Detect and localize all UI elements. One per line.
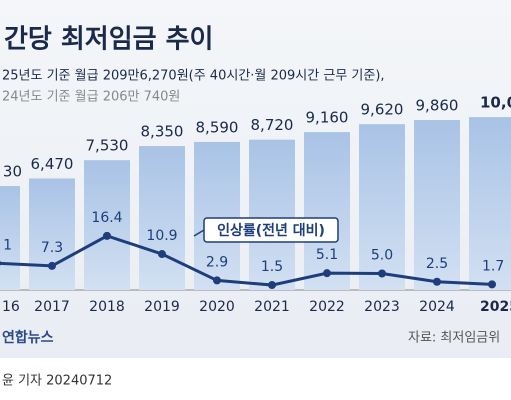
x-tick-label: 2023	[364, 299, 400, 315]
rate-label: 2.9	[206, 254, 228, 270]
rate-label: 5.0	[371, 248, 393, 264]
legend-label: 인상률(전년 대비)	[217, 222, 325, 239]
value-label: 9,620	[361, 101, 404, 119]
logo: 연합뉴스	[2, 329, 54, 346]
rate-label: 10.9	[146, 228, 177, 244]
line-point	[488, 280, 496, 289]
line-point	[158, 250, 166, 259]
bar	[414, 120, 460, 290]
legend-pointer	[193, 229, 205, 237]
footer-band	[0, 358, 511, 400]
bar	[304, 132, 350, 290]
rate-label: 1.5	[261, 259, 283, 275]
value-label: 10,03	[480, 94, 511, 112]
line-point	[433, 277, 441, 286]
line-point	[268, 281, 276, 290]
bar	[249, 139, 295, 290]
rate-label: 7.3	[41, 240, 63, 256]
rate-label: 1.7	[482, 258, 504, 274]
value-label: 7,530	[86, 137, 129, 155]
x-tick-label: 2018	[89, 299, 125, 315]
x-tick-label: 2024	[419, 299, 455, 315]
chart-title: 간당 최저임금 추이	[4, 25, 213, 55]
rate-label: 5.1	[316, 247, 338, 263]
line-point	[378, 269, 386, 278]
value-label: 8,720	[251, 116, 294, 134]
x-tick-label: 16	[2, 299, 20, 315]
x-tick-label: 2022	[309, 299, 345, 315]
line-point	[323, 269, 331, 278]
line	[0, 234, 493, 287]
line-point	[48, 261, 56, 270]
value-label: 6,470	[31, 155, 74, 173]
line-point	[0, 260, 1, 266]
bar	[29, 178, 75, 290]
rate-label: 2.5	[426, 256, 448, 272]
value-label: 8,590	[196, 118, 239, 136]
bar	[194, 141, 240, 290]
x-tick-label: 2021	[254, 299, 290, 315]
value-label: 9,160	[306, 109, 349, 127]
subtitle: 25년도 기준 월급 209만6,270원(주 40시간·월 209시간 근무 …	[2, 69, 385, 84]
value-label: 9,860	[416, 97, 459, 115]
x-tick-label: 2025	[480, 299, 511, 315]
line-point	[213, 276, 221, 285]
bar	[359, 124, 405, 290]
value-label: 8,350	[141, 123, 184, 141]
bar	[139, 146, 185, 290]
value-label: 30	[3, 163, 22, 181]
x-tick-label: 2019	[144, 299, 180, 315]
rate-label: 16.4	[91, 210, 122, 226]
subtitle: 24년도 기준 월급 206만 740원	[2, 90, 180, 105]
bar	[84, 160, 130, 290]
x-tick-label: 2020	[199, 299, 235, 315]
source: 자료: 최저임금위	[408, 331, 500, 346]
x-tick-label: 2017	[34, 299, 70, 315]
bar	[469, 117, 511, 291]
line-point	[103, 231, 111, 240]
rate-label: 1	[3, 237, 12, 253]
byline: 윤 기자 20240712	[2, 374, 112, 389]
